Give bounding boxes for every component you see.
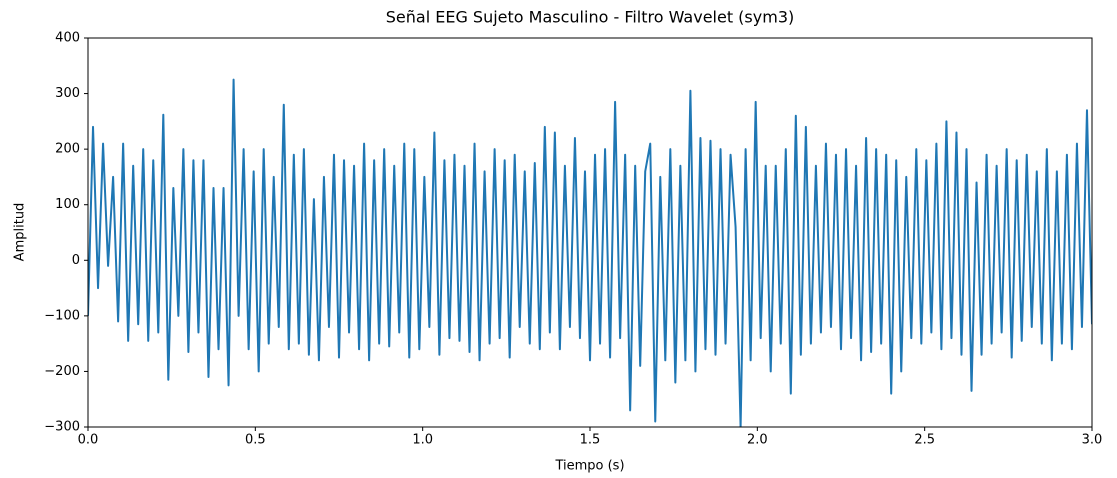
y-tick-label: 100 [55, 197, 80, 212]
x-axis-label: Tiempo (s) [554, 459, 624, 474]
x-tick-label: 2.0 [747, 433, 768, 448]
x-tick-label: 0.5 [245, 433, 266, 448]
x-tick-label: 1.0 [412, 433, 433, 448]
y-tick-label: 200 [55, 142, 80, 157]
y-tick-label: −300 [44, 420, 80, 435]
x-tick-label: 0.0 [78, 433, 99, 448]
y-axis-label: Amplitud [13, 203, 28, 262]
y-tick-label: 0 [72, 253, 80, 268]
x-tick-label: 2.5 [914, 433, 935, 448]
y-tick-label: 400 [55, 31, 80, 46]
y-tick-label: −100 [44, 308, 80, 323]
y-tick-label: −200 [44, 364, 80, 379]
x-tick-label: 1.5 [580, 433, 601, 448]
plot-frame [87, 37, 1093, 428]
signal-line [88, 78, 1092, 427]
chart-title: Señal EEG Sujeto Masculino - Filtro Wave… [386, 8, 794, 27]
y-tick-label: 300 [55, 86, 80, 101]
x-tick-label: 3.0 [1082, 433, 1103, 448]
